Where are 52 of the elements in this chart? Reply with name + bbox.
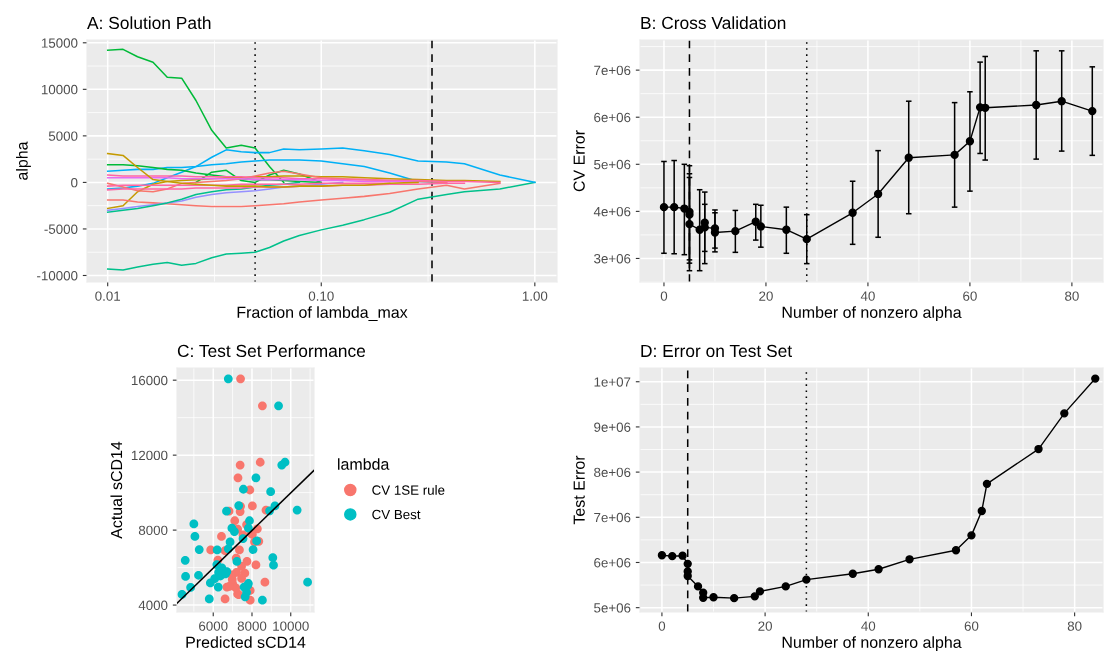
y-tick-label: 4000 <box>138 600 168 611</box>
y-tick-label: 7e+06 <box>594 512 631 523</box>
x-tick-label: 40 <box>861 621 876 631</box>
x-tick-label: 60 <box>964 621 979 631</box>
y-tick-label: 5e+06 <box>594 603 631 613</box>
y-tick-label: 7e+06 <box>594 65 631 76</box>
y-tick-label: 5e+06 <box>594 159 631 170</box>
x-tick-label: 1.00 <box>522 291 548 301</box>
chart-title: B: Cross Validation <box>641 16 786 30</box>
x-axis-title: Number of nonzero alpha <box>782 636 962 652</box>
y-axis-title: CV Error <box>573 130 585 192</box>
x-tick-label: 0 <box>658 621 666 631</box>
y-tick-label: 3e+06 <box>594 253 631 264</box>
x-tick-label: 20 <box>759 291 773 301</box>
x-tick-label: 10000 <box>273 621 309 631</box>
x-tick-label: 40 <box>860 291 875 301</box>
y-tick-label: 0 <box>71 177 78 188</box>
y-tick-label: -5000 <box>44 224 78 234</box>
y-tick-label: 8e+06 <box>594 467 631 478</box>
legend-label: CV 1SE rule <box>372 485 445 495</box>
y-tick-label: 5000 <box>48 131 78 141</box>
y-axis-title: Test Error <box>573 455 585 525</box>
y-tick-label: 9e+06 <box>594 422 631 432</box>
y-tick-label: 12000 <box>131 450 168 461</box>
x-tick-label: 80 <box>1065 291 1079 301</box>
y-tick-label: 15000 <box>41 38 78 48</box>
chart-title: C: Test Set Performance <box>177 344 366 358</box>
y-tick-label: 16000 <box>131 375 168 386</box>
y-tick-label: 4e+06 <box>593 206 631 217</box>
x-axis-title: Predicted sCD14 <box>186 636 306 648</box>
x-tick-label: 0.10 <box>308 291 334 301</box>
x-tick-label: 0.01 <box>95 291 121 301</box>
x-axis-title: Number of nonzero alpha <box>782 306 962 322</box>
legend-label: CV Best <box>372 509 421 520</box>
x-tick-label: 20 <box>758 621 772 631</box>
x-tick-label: 80 <box>1067 621 1082 631</box>
chart-title: D: Error on Test Set <box>641 344 793 358</box>
x-tick-label: 8000 <box>237 621 267 631</box>
x-tick-label: 60 <box>963 291 977 301</box>
y-tick-label: -10000 <box>37 271 78 281</box>
y-tick-label: 6e+06 <box>594 558 631 568</box>
y-axis-title: Actual sCD14 <box>110 441 123 539</box>
y-tick-label: 6e+06 <box>594 112 631 123</box>
chart-title: A: Solution Path <box>87 16 211 30</box>
x-axis-title: Fraction of lambda_max <box>237 306 408 321</box>
y-tick-label: 8000 <box>138 525 168 536</box>
y-tick-label: 1e+07 <box>594 377 631 387</box>
x-tick-label: 6000 <box>199 621 228 631</box>
x-tick-label: 0 <box>660 291 668 301</box>
y-axis-title: alpha <box>16 141 31 180</box>
legend-title: lambda <box>338 458 390 470</box>
y-tick-label: 10000 <box>41 84 78 95</box>
